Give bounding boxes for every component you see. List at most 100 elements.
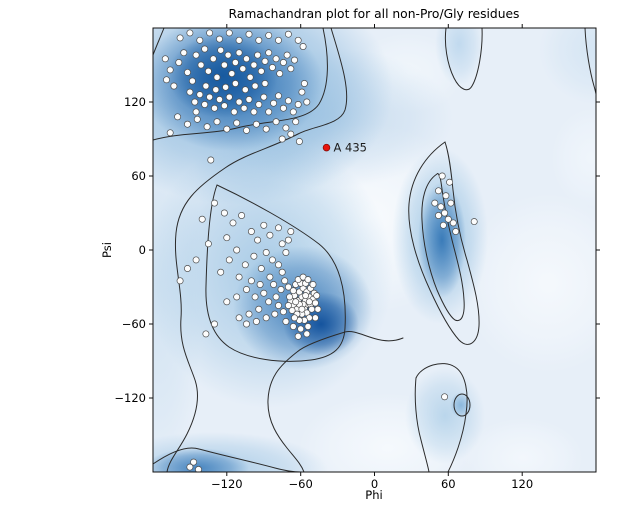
- density-blob: [551, 108, 596, 208]
- residue-point: [313, 292, 321, 300]
- residue-point: [270, 99, 278, 107]
- residue-point: [272, 293, 280, 301]
- residue-point: [278, 135, 286, 143]
- residue-point: [204, 240, 212, 248]
- residue-point: [195, 466, 202, 472]
- residue-point: [235, 273, 243, 281]
- residue-point: [235, 49, 243, 57]
- x-tick-label: 60: [441, 477, 456, 491]
- x-tick-label: −120: [211, 477, 243, 491]
- residue-point: [220, 61, 228, 69]
- residue-point: [452, 228, 460, 235]
- residue-point: [255, 36, 263, 44]
- density-blob: [539, 28, 596, 105]
- x-axis-label: Phi: [365, 488, 382, 502]
- residue-point: [261, 57, 269, 65]
- residue-point: [231, 59, 239, 66]
- density-contour-line: [414, 377, 430, 472]
- residue-point: [231, 80, 239, 87]
- residue-point: [251, 293, 259, 301]
- residue-point: [291, 56, 298, 64]
- y-tick-label: 0: [139, 243, 146, 257]
- residue-point: [260, 93, 268, 101]
- residue-point: [166, 129, 174, 137]
- residue-point: [311, 314, 319, 322]
- residue-point: [282, 249, 290, 256]
- residue-point: [287, 65, 295, 73]
- residue-point: [196, 36, 204, 44]
- density-blob: [450, 392, 472, 418]
- residue-point: [297, 325, 305, 333]
- residue-point: [251, 82, 259, 90]
- residue-point: [250, 108, 258, 116]
- residue-point: [294, 332, 302, 340]
- residue-point: [224, 51, 232, 59]
- residue-point: [278, 240, 286, 248]
- residue-point: [438, 172, 446, 180]
- residue-point: [220, 102, 228, 110]
- residue-point: [213, 73, 221, 81]
- residue-point: [446, 178, 454, 186]
- density-contour-line: [153, 447, 302, 472]
- x-tick-label: 120: [511, 477, 533, 491]
- residue-point: [166, 66, 174, 74]
- residue-point: [275, 36, 282, 44]
- residue-point: [265, 49, 273, 57]
- residue-point: [184, 68, 191, 76]
- residue-point: [308, 305, 316, 313]
- residue-point: [184, 120, 191, 128]
- residue-point: [298, 305, 306, 313]
- density-contour-line: [453, 393, 471, 417]
- residue-point: [299, 43, 307, 50]
- residue-point: [256, 281, 264, 288]
- residue-point: [213, 118, 221, 126]
- residue-point: [289, 323, 297, 330]
- residue-point: [175, 59, 183, 66]
- residue-point: [192, 256, 200, 264]
- residue-point: [286, 293, 294, 301]
- residue-point: [233, 293, 241, 301]
- density-contour-line: [408, 141, 480, 345]
- residue-point: [235, 36, 243, 44]
- residue-point: [176, 277, 184, 285]
- residue-point: [279, 104, 287, 112]
- residue-point: [295, 138, 303, 145]
- residue-point: [254, 236, 262, 244]
- residue-point: [247, 228, 255, 235]
- residue-point: [284, 283, 292, 291]
- residue-point: [188, 77, 196, 85]
- residue-point: [442, 192, 450, 200]
- residue-point: [305, 298, 313, 306]
- residue-point: [247, 277, 255, 285]
- y-axis-label: Psi: [100, 242, 114, 258]
- density-contour-line: [584, 28, 596, 97]
- residue-point: [262, 314, 270, 322]
- residue-point: [275, 224, 282, 232]
- residue-point: [287, 130, 295, 138]
- residue-point: [441, 393, 449, 401]
- residue-point: [240, 104, 248, 112]
- residue-point: [261, 80, 269, 87]
- residue-point: [266, 273, 274, 281]
- residue-point: [191, 98, 199, 106]
- residue-point: [283, 51, 291, 59]
- density-blob: [463, 193, 596, 373]
- residue-point: [284, 236, 292, 244]
- density-contour-line: [444, 28, 483, 91]
- density-blob: [153, 448, 249, 472]
- residue-point: [257, 265, 265, 272]
- residue-point: [207, 156, 215, 164]
- residue-point: [289, 108, 297, 116]
- axes: −120 −60 0 60 120 −120 −60 0 60 120: [114, 24, 600, 491]
- residue-point: [223, 234, 231, 242]
- residue-point: [204, 67, 212, 75]
- x-tick-label: −60: [289, 477, 313, 491]
- residue-point: [449, 219, 457, 227]
- residue-point: [298, 88, 306, 96]
- residue-point: [161, 55, 169, 63]
- residue-point: [278, 268, 286, 276]
- residue-point: [174, 113, 182, 121]
- residue-point: [209, 55, 217, 63]
- highlight-label: A 435: [334, 141, 367, 155]
- residue-point: [255, 101, 263, 108]
